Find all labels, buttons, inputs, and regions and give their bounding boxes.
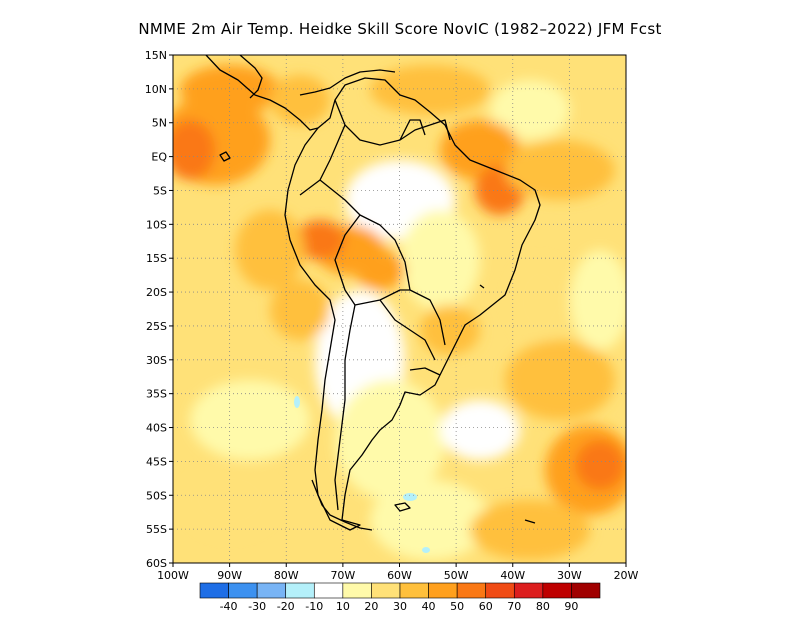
lat-label: 15N bbox=[145, 49, 167, 62]
lon-label: 100W bbox=[157, 569, 189, 582]
colorbar-label: 40 bbox=[422, 600, 436, 613]
colorbar-swatch bbox=[542, 582, 572, 599]
colorbar-swatch bbox=[371, 582, 401, 599]
colorbar-label: 20 bbox=[364, 600, 378, 613]
lat-label: 35S bbox=[146, 388, 167, 401]
lon-label: 40W bbox=[500, 569, 525, 582]
longitude-labels: 100W 90W 80W 70W 60W 50W 40W 30W 20W bbox=[157, 563, 639, 582]
colorbar-swatch bbox=[342, 582, 372, 599]
colorbar-label: 10 bbox=[336, 600, 350, 613]
lat-label: 5N bbox=[152, 117, 167, 130]
colorbar-swatch bbox=[199, 582, 229, 599]
lat-label: 60S bbox=[146, 557, 167, 570]
lat-label: EQ bbox=[151, 151, 167, 164]
colorbar-label: 80 bbox=[536, 600, 550, 613]
colorbar: -40 -30 -20 -10 10 20 30 40 50 60 70 80 90 bbox=[199, 582, 601, 613]
lat-label: 55S bbox=[146, 523, 167, 536]
colorbar-label: 70 bbox=[507, 600, 521, 613]
lon-label: 50W bbox=[444, 569, 469, 582]
lat-label: 20S bbox=[146, 286, 167, 299]
map-title: NMME 2m Air Temp. Heidke Skill Score Nov… bbox=[138, 20, 662, 38]
lat-label: 40S bbox=[146, 422, 167, 435]
latitude-labels: 15N 10N 5N EQ 5S 10S 15S 20S 25S 30S 35S 40S 45S 50S 5… bbox=[145, 49, 173, 570]
colorbar-label: -40 bbox=[220, 600, 238, 613]
lon-label: 20W bbox=[614, 569, 639, 582]
colorbar-label: 30 bbox=[393, 600, 407, 613]
lat-label: 10S bbox=[146, 218, 167, 231]
colorbar-swatch bbox=[256, 582, 287, 599]
colorbar-swatch bbox=[285, 582, 315, 599]
colorbar-label: 50 bbox=[450, 600, 464, 613]
colorbar-label: -20 bbox=[277, 600, 295, 613]
skill-field bbox=[173, 55, 626, 563]
lat-label: 50S bbox=[146, 489, 167, 502]
lon-label: 30W bbox=[557, 569, 582, 582]
lon-label: 90W bbox=[217, 569, 242, 582]
colorbar-swatch bbox=[456, 582, 487, 599]
lat-label: 15S bbox=[146, 252, 167, 265]
colorbar-swatch bbox=[485, 582, 515, 599]
colorbar-swatch bbox=[228, 582, 258, 599]
colorbar-swatch bbox=[399, 582, 429, 599]
lat-label: 5S bbox=[153, 184, 167, 197]
colorbar-label: 90 bbox=[564, 600, 578, 613]
lon-label: 70W bbox=[330, 569, 355, 582]
lat-label: 30S bbox=[146, 354, 167, 367]
coastlines bbox=[205, 55, 541, 531]
colorbar-swatch bbox=[313, 582, 344, 599]
lat-label: 25S bbox=[146, 320, 167, 333]
colorbar-label: -10 bbox=[305, 600, 323, 613]
lon-label: 60W bbox=[387, 569, 412, 582]
colorbar-label: 60 bbox=[479, 600, 493, 613]
colorbar-swatch bbox=[428, 582, 458, 599]
colorbar-label: -30 bbox=[248, 600, 266, 613]
lat-label: 45S bbox=[146, 455, 167, 468]
lat-label: 10N bbox=[145, 83, 167, 96]
lon-label: 80W bbox=[274, 569, 299, 582]
colorbar-swatch bbox=[513, 582, 544, 599]
colorbar-swatch bbox=[571, 582, 601, 599]
